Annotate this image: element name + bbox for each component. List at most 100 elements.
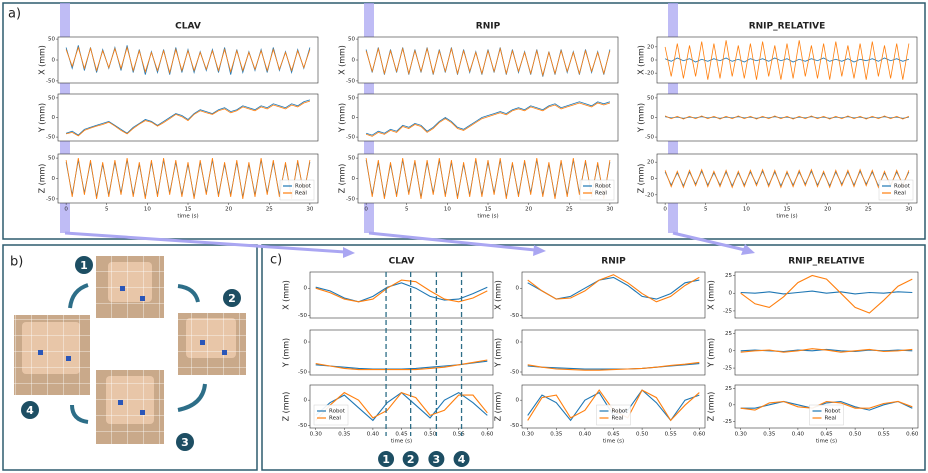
y-axis-label: Z (mm) — [637, 164, 646, 194]
y-tick-label: 50 — [348, 95, 355, 101]
legend-label: Robot — [894, 184, 911, 190]
x-tick-label: 0.60 — [481, 432, 494, 438]
y-tick-label: 0 — [52, 115, 56, 121]
x-tick-label: 0.40 — [367, 432, 380, 438]
y-tick-label: -25 — [723, 308, 732, 314]
y-tick-label: 0 — [52, 176, 56, 182]
y-tick-label: 25 — [725, 273, 732, 279]
y-tick-label: -50 — [645, 135, 654, 141]
x-tick-label: 30 — [905, 207, 912, 213]
x-tick-label: 0.45 — [395, 432, 408, 438]
y-tick-label: -50 — [346, 78, 355, 84]
y-tick-label: -20 — [645, 71, 654, 77]
chart-title: RNIP_RELATIVE — [749, 22, 826, 32]
x-tick-label: 5 — [105, 207, 109, 213]
axes-frame — [735, 330, 918, 375]
y-tick-label: 0 — [352, 58, 356, 64]
x-axis-label: time (s) — [391, 439, 412, 445]
photo — [96, 370, 164, 444]
y-tick-label: 25 — [725, 386, 732, 392]
panel-label: b) — [10, 255, 23, 270]
y-tick-label: 0 — [516, 398, 520, 404]
x-tick-label: 0.55 — [878, 432, 891, 438]
y-tick-label: -50 — [510, 423, 519, 429]
x-axis-label: time (s) — [477, 214, 498, 220]
y-tick-label: -25 — [723, 366, 732, 372]
y-tick-label: -50 — [46, 135, 55, 141]
x-tick-label: 10 — [144, 207, 151, 213]
x-tick-label: 0.60 — [693, 432, 706, 438]
y-tick-label: 0 — [516, 340, 520, 346]
photos — [14, 256, 246, 444]
figure: a) b) c) — [0, 0, 928, 473]
legend-label: Real — [329, 416, 341, 422]
step-label: 2 — [228, 292, 236, 305]
x-axis-label: time (s) — [177, 214, 198, 220]
y-tick-label: 50 — [48, 156, 55, 162]
axes-frame — [358, 37, 618, 83]
x-tick-label: 20 — [525, 207, 532, 213]
y-axis-label: X (mm) — [38, 45, 47, 75]
x-tick-label: 25 — [266, 207, 273, 213]
x-tick-label: 0.45 — [820, 432, 833, 438]
step-label: 4 — [26, 404, 34, 417]
y-tick-label: -50 — [298, 423, 307, 429]
x-tick-label: 0.45 — [607, 432, 620, 438]
arrow — [369, 233, 535, 250]
x-tick-label: 15 — [784, 207, 791, 213]
x-tick-label: 0.60 — [906, 432, 919, 438]
cycle-arrow — [72, 405, 88, 422]
axes-frame — [58, 94, 318, 141]
y-tick-label: 50 — [48, 95, 55, 101]
x-tick-label: 15 — [485, 207, 492, 213]
y-axis-label: Y (mm) — [338, 103, 347, 133]
arrow-head — [343, 247, 355, 258]
step-label: 1 — [80, 259, 88, 272]
y-axis-label: Z (mm) — [338, 164, 347, 194]
y-tick-label: 0 — [651, 58, 655, 64]
event-label: 2 — [407, 453, 415, 466]
y-tick-label: -50 — [510, 370, 519, 376]
y-tick-label: 50 — [647, 95, 654, 101]
x-tick-label: 10 — [444, 207, 451, 213]
x-tick-label: 0.55 — [665, 432, 678, 438]
panel-label: a) — [8, 7, 21, 22]
y-axis-label: Z (mm) — [707, 392, 716, 422]
axes-frame — [358, 94, 618, 141]
x-tick-label: 25 — [566, 207, 573, 213]
legend-label: Robot — [612, 409, 629, 415]
y-tick-label: 0 — [304, 340, 308, 346]
chart-title: RNIP — [476, 22, 501, 32]
y-tick-label: 0 — [304, 286, 308, 292]
page: a) b) c) — [0, 0, 928, 473]
legend-label: Real — [894, 191, 906, 197]
y-tick-label: 20 — [647, 44, 654, 50]
x-tick-label: 30 — [606, 207, 613, 213]
y-tick-label: 0 — [516, 286, 520, 292]
legend-label: Robot — [295, 184, 312, 190]
photo — [178, 313, 246, 375]
x-tick-label: 20 — [824, 207, 831, 213]
y-axis-label: Y (mm) — [494, 338, 503, 368]
y-axis-label: Z (mm) — [494, 392, 503, 422]
x-tick-label: 15 — [185, 207, 192, 213]
y-tick-label: 50 — [348, 37, 355, 43]
legend-label: Real — [295, 191, 307, 197]
x-tick-label: 5 — [704, 207, 708, 213]
legend-label: Real — [612, 416, 624, 422]
x-axis-label: time (s) — [816, 439, 837, 445]
y-tick-label: 20 — [647, 160, 654, 166]
y-axis-label: X (mm) — [338, 45, 347, 75]
y-tick-label: -25 — [723, 419, 732, 425]
chart-title: CLAV — [389, 257, 415, 267]
y-tick-label: -20 — [645, 192, 654, 198]
x-tick-label: 0 — [663, 207, 667, 213]
y-tick-label: 50 — [48, 37, 55, 43]
y-axis-label: X (mm) — [494, 280, 503, 310]
chart-title: RNIP_RELATIVE — [788, 257, 865, 267]
arrow — [673, 233, 745, 250]
y-tick-label: -50 — [346, 135, 355, 141]
y-tick-label: 0 — [52, 58, 56, 64]
axes-frame — [310, 330, 493, 375]
x-tick-label: 0 — [64, 207, 68, 213]
